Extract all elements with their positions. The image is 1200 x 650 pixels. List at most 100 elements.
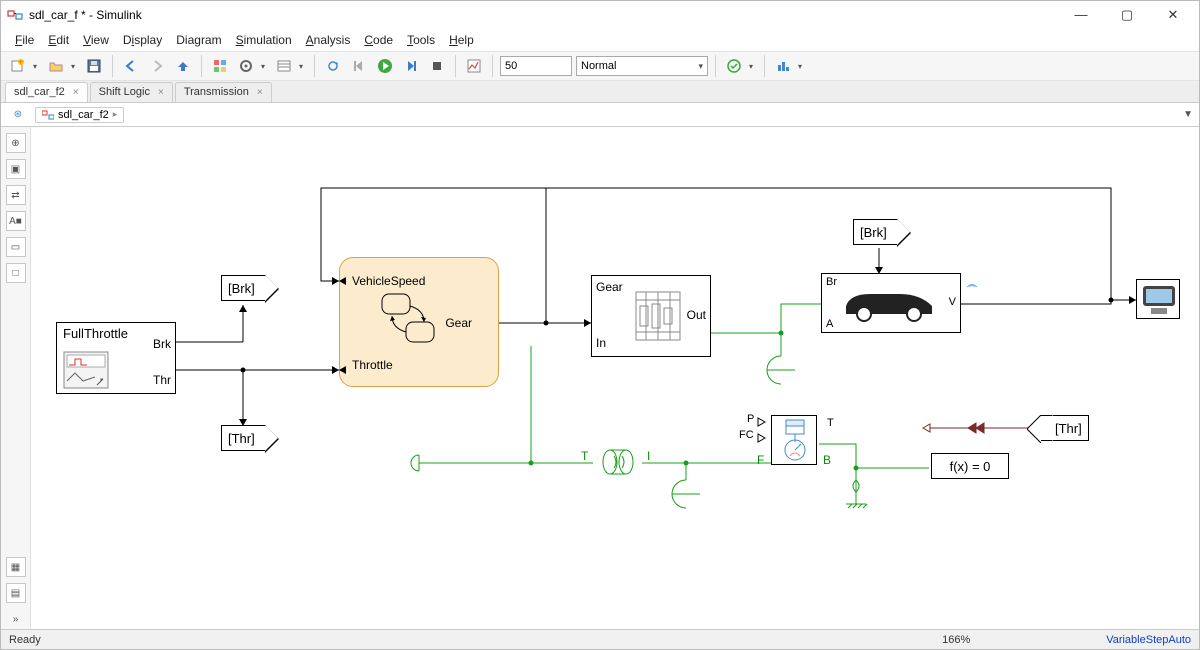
palette: ⊕ ▣ ⇄ A■ ▭ □ ▦ ▤ » (1, 127, 31, 629)
run-button[interactable] (374, 55, 396, 77)
model-icon (42, 109, 54, 121)
block-solver-config[interactable]: f(x) = 0 (931, 453, 1009, 479)
property-inspector-button[interactable]: ▤ (6, 583, 26, 603)
save-button[interactable] (83, 55, 105, 77)
signal-builder-icon (63, 351, 109, 389)
tab-bar: sdl_car_f2× Shift Logic× Transmission× (1, 81, 1199, 103)
port-label-brk: Brk (153, 337, 171, 351)
menu-bar: File Edit View Display Diagram Simulatio… (1, 29, 1199, 51)
breadcrumb[interactable]: sdl_car_f2 ▸ (35, 107, 124, 123)
block-engine[interactable] (771, 415, 817, 465)
minimize-button[interactable]: — (1067, 7, 1095, 23)
port-label-in: In (596, 336, 606, 350)
step-forward-button[interactable] (400, 55, 422, 77)
block-shift-logic[interactable]: VehicleSpeed Throttle Gear (339, 257, 499, 387)
canvas[interactable]: FullThrottle Brk Thr [Brk] [Thr] Vehicle… (31, 127, 1199, 629)
config-button[interactable] (235, 55, 269, 77)
close-icon[interactable]: × (257, 87, 263, 98)
simulation-mode-select[interactable]: Normal (576, 56, 708, 76)
port-label-i: I (647, 449, 650, 463)
breadcrumb-model: sdl_car_f2 (58, 109, 109, 121)
stop-time-input[interactable] (500, 56, 572, 76)
update-diagram-button[interactable] (322, 55, 344, 77)
port-label-gear: Gear (445, 316, 472, 330)
block-vehicle[interactable]: Br A V (821, 273, 961, 333)
forward-button[interactable] (146, 55, 168, 77)
torque-sensor-icon (596, 442, 640, 482)
simulink-icon (7, 7, 23, 23)
tab-transmission[interactable]: Transmission× (175, 82, 272, 102)
svg-text:+: + (19, 60, 23, 66)
from-brk[interactable]: [Brk] (853, 219, 898, 245)
status-bar: Ready 166% VariableStepAuto (1, 629, 1199, 649)
block-fullthrottle[interactable]: FullThrottle Brk Thr (56, 322, 176, 394)
back-button[interactable] (120, 55, 142, 77)
close-button[interactable]: ✕ (1159, 7, 1187, 23)
screenshot-button[interactable]: ▦ (6, 557, 26, 577)
image-button[interactable]: ▭ (6, 237, 26, 257)
stop-button[interactable] (426, 55, 448, 77)
gearbox-icon (630, 288, 686, 344)
expand-button[interactable]: » (6, 609, 26, 629)
status-ready: Ready (9, 634, 806, 646)
goto-thr[interactable]: [Thr] (221, 425, 266, 451)
port-label-a: A (826, 318, 833, 330)
tab-sdl-car-f2[interactable]: sdl_car_f2× (5, 82, 88, 102)
close-icon[interactable]: × (73, 87, 79, 98)
signal-wires (31, 127, 1199, 629)
area-button[interactable]: □ (6, 263, 26, 283)
zoom-fit-button[interactable]: ⊕ (6, 133, 26, 153)
step-back-button[interactable] (348, 55, 370, 77)
open-button[interactable] (45, 55, 79, 77)
menu-diagram[interactable]: Diagram (170, 31, 227, 49)
port-label-throttle: Throttle (352, 358, 393, 372)
maximize-button[interactable]: ▢ (1113, 7, 1141, 23)
car-icon (840, 284, 940, 324)
port-label-b: B (823, 453, 831, 467)
scope-icon (1137, 280, 1181, 320)
menu-analysis[interactable]: Analysis (300, 31, 357, 49)
library-browser-button[interactable] (209, 55, 231, 77)
build-button[interactable] (772, 55, 806, 77)
model-explorer-button[interactable] (273, 55, 307, 77)
tab-shift-logic[interactable]: Shift Logic× (90, 82, 173, 102)
menu-display[interactable]: Display (117, 31, 168, 49)
port-label-br: Br (826, 276, 837, 288)
new-model-button[interactable]: + (7, 55, 41, 77)
close-icon[interactable]: × (158, 87, 164, 98)
data-inspector-button[interactable] (463, 55, 485, 77)
block-scope[interactable] (1136, 279, 1180, 319)
menu-code[interactable]: Code (358, 31, 399, 49)
port-label-t: T (581, 449, 588, 463)
block-transmission[interactable]: Gear In Out (591, 275, 711, 357)
toggle-sample-time-button[interactable]: ⇄ (6, 185, 26, 205)
menu-tools[interactable]: Tools (401, 31, 441, 49)
annotation-button[interactable]: A■ (6, 211, 26, 231)
status-solver[interactable]: VariableStepAuto (1106, 634, 1191, 646)
fit-to-view-button[interactable]: ▣ (6, 159, 26, 179)
explorer-bar: ⊛ sdl_car_f2 ▸ ▼ (1, 103, 1199, 127)
block-torque-sensor[interactable] (596, 442, 640, 482)
menu-simulation[interactable]: Simulation (230, 31, 298, 49)
chevron-down-icon[interactable]: ▼ (1183, 109, 1193, 120)
menu-edit[interactable]: Edit (42, 31, 75, 49)
goto-brk[interactable]: [Brk] (221, 275, 266, 301)
from-thr[interactable]: [Thr] (1041, 415, 1089, 441)
menu-help[interactable]: Help (443, 31, 480, 49)
engine-icon (772, 416, 818, 466)
menu-file[interactable]: File (9, 31, 40, 49)
port-label-vehiclespeed: VehicleSpeed (352, 274, 425, 288)
stream-icon (965, 275, 979, 289)
chevron-right-icon: ▸ (113, 109, 118, 120)
hide-browser-button[interactable]: ⊛ (7, 104, 29, 126)
window-title: sdl_car_f * - Simulink (29, 8, 1067, 22)
status-zoom[interactable]: 166% (806, 634, 1106, 646)
stateflow-icon (380, 292, 440, 348)
toolbar: + Normal (1, 51, 1199, 81)
menu-view[interactable]: View (77, 31, 115, 49)
up-button[interactable] (172, 55, 194, 77)
fast-restart-button[interactable] (723, 55, 757, 77)
port-label-p: P (747, 413, 754, 425)
port-label-f: F (757, 453, 764, 467)
port-label-t: T (827, 417, 834, 429)
